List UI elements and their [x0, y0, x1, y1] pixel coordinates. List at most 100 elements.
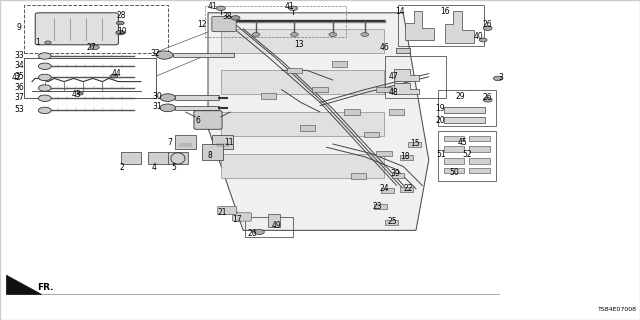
FancyBboxPatch shape — [212, 135, 233, 149]
Circle shape — [156, 51, 173, 59]
Bar — [221, 70, 384, 94]
Bar — [268, 214, 280, 227]
Bar — [400, 187, 413, 192]
Bar — [173, 53, 234, 57]
Text: 13: 13 — [294, 40, 304, 49]
Circle shape — [38, 74, 51, 81]
Text: 26: 26 — [483, 93, 493, 102]
Text: 29: 29 — [456, 92, 466, 101]
Bar — [287, 68, 302, 73]
Text: 33: 33 — [14, 51, 24, 60]
Bar — [398, 5, 484, 46]
Bar — [221, 112, 384, 136]
Bar — [24, 5, 168, 53]
Circle shape — [90, 45, 99, 50]
Text: 42: 42 — [11, 73, 21, 82]
Text: 53: 53 — [14, 105, 24, 114]
Bar — [364, 132, 379, 137]
Text: 6: 6 — [196, 116, 201, 124]
FancyBboxPatch shape — [218, 206, 237, 215]
Bar — [344, 109, 360, 115]
Text: 36: 36 — [14, 83, 24, 92]
Bar — [408, 142, 421, 147]
Text: 12: 12 — [197, 20, 206, 29]
Text: 9: 9 — [17, 23, 22, 32]
FancyBboxPatch shape — [202, 144, 223, 160]
Text: 27: 27 — [86, 43, 97, 52]
Polygon shape — [394, 83, 419, 94]
Bar — [221, 29, 384, 53]
Circle shape — [483, 98, 492, 102]
Text: 44: 44 — [111, 69, 122, 78]
Circle shape — [38, 95, 51, 101]
Bar — [385, 220, 398, 225]
Text: 30: 30 — [152, 92, 162, 100]
Text: 11: 11 — [225, 138, 234, 147]
Bar — [438, 90, 496, 126]
Bar — [24, 58, 156, 98]
Text: 10: 10 — [116, 27, 127, 36]
Bar — [444, 107, 485, 113]
Text: 1: 1 — [35, 38, 40, 47]
FancyBboxPatch shape — [148, 152, 169, 164]
Text: 52: 52 — [462, 150, 472, 159]
Text: 3: 3 — [498, 73, 503, 82]
Circle shape — [110, 74, 118, 78]
FancyBboxPatch shape — [212, 16, 236, 32]
Bar — [444, 146, 464, 152]
Bar — [392, 173, 404, 178]
Text: 2: 2 — [119, 163, 124, 172]
Circle shape — [291, 33, 298, 36]
Bar — [469, 168, 490, 173]
Circle shape — [216, 6, 225, 11]
Bar — [469, 158, 490, 164]
Circle shape — [483, 26, 492, 30]
Bar — [396, 48, 410, 53]
FancyBboxPatch shape — [194, 111, 222, 129]
Text: 5: 5 — [172, 163, 177, 172]
Bar — [469, 146, 490, 152]
Bar — [444, 117, 485, 123]
Circle shape — [77, 92, 83, 95]
FancyBboxPatch shape — [232, 213, 252, 221]
FancyBboxPatch shape — [121, 152, 141, 164]
Text: 26: 26 — [483, 20, 493, 28]
Text: 41: 41 — [207, 2, 218, 11]
Text: 20: 20 — [435, 116, 445, 125]
Text: 31: 31 — [152, 102, 162, 111]
Circle shape — [329, 33, 337, 36]
Bar — [381, 188, 394, 193]
Text: 34: 34 — [14, 61, 24, 70]
Text: 43: 43 — [72, 90, 82, 99]
Bar — [221, 154, 384, 178]
Text: 35: 35 — [14, 72, 24, 81]
Circle shape — [45, 41, 51, 44]
Circle shape — [252, 33, 260, 36]
Bar — [444, 158, 464, 164]
Text: 28: 28 — [117, 11, 126, 20]
Text: 45: 45 — [457, 138, 467, 147]
Circle shape — [160, 104, 175, 112]
Text: 8: 8 — [207, 151, 212, 160]
Bar — [376, 151, 392, 156]
Bar — [205, 6, 346, 37]
Circle shape — [38, 85, 51, 91]
Bar — [332, 61, 347, 67]
Text: 39: 39 — [390, 169, 401, 178]
Bar — [175, 95, 219, 100]
Text: 37: 37 — [14, 93, 24, 102]
Circle shape — [289, 6, 298, 11]
Bar — [245, 217, 293, 237]
Bar — [376, 87, 392, 92]
Bar — [175, 106, 219, 110]
Text: 19: 19 — [435, 104, 445, 113]
Bar — [351, 173, 366, 179]
FancyBboxPatch shape — [168, 152, 188, 164]
Bar — [374, 204, 387, 209]
Bar — [438, 131, 496, 181]
Text: 14: 14 — [395, 7, 405, 16]
Text: 32: 32 — [150, 49, 160, 58]
Text: 46: 46 — [379, 43, 389, 52]
Text: 26: 26 — [248, 229, 258, 238]
Bar — [444, 136, 464, 141]
